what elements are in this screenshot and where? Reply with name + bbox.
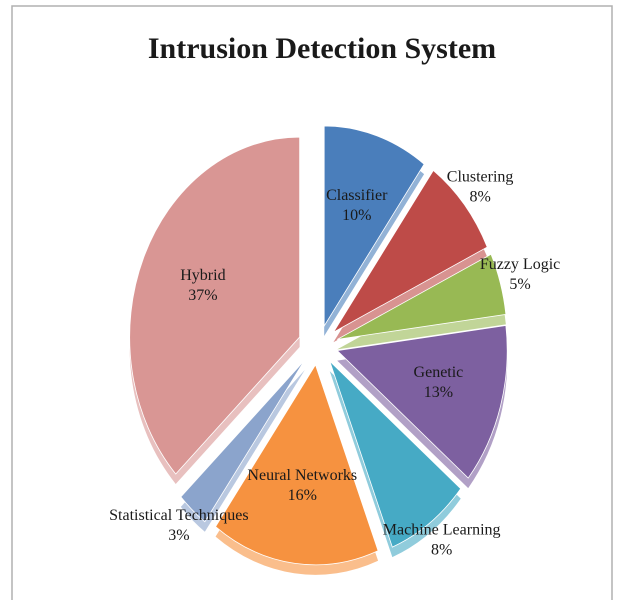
slice <box>337 253 507 340</box>
slice-label-value: 13% <box>424 384 453 401</box>
slice-label-name: Fuzzy Logic <box>480 256 560 273</box>
slice-label: Genetic 13% <box>414 364 464 401</box>
slice <box>323 125 425 328</box>
slice-label: Classifier 10% <box>326 187 388 224</box>
slice-label-value: 10% <box>342 207 371 224</box>
slice-label-value: 16% <box>288 487 317 504</box>
slice-label-name: Classifier <box>326 187 388 204</box>
slice-label-value: 8% <box>469 188 490 205</box>
slice-label-value: 37% <box>188 287 217 304</box>
chart-title: Intrusion Detection System <box>148 32 496 65</box>
frame <box>11 5 613 600</box>
slice-label-name: Machine Learning <box>383 521 501 538</box>
slice <box>180 359 306 523</box>
slice-label-name: Hybrid <box>180 267 225 284</box>
slice-label: Neural Networks 16% <box>247 467 357 504</box>
slice-label: Hybrid 37% <box>180 267 225 304</box>
slice-label-name: Neural Networks <box>247 467 357 484</box>
slice <box>332 169 488 334</box>
slice-label-name: Clustering <box>447 168 514 185</box>
slice-label: Clustering 8% <box>447 168 514 205</box>
slice <box>129 136 301 475</box>
slice-label-name: Genetic <box>414 364 464 381</box>
slice-label-name: Statistical Techniques <box>109 507 248 524</box>
slice <box>215 363 379 566</box>
slice-label-value: 3% <box>168 527 189 544</box>
slice-label-value: 5% <box>509 276 530 293</box>
slice-label: Statistical Techniques 3% <box>109 507 248 544</box>
slice <box>336 325 508 479</box>
slice-label: Fuzzy Logic 5% <box>480 256 560 293</box>
slice-label-value: 8% <box>431 541 452 558</box>
slice <box>329 360 462 548</box>
slice-label: Machine Learning 8% <box>383 521 501 558</box>
